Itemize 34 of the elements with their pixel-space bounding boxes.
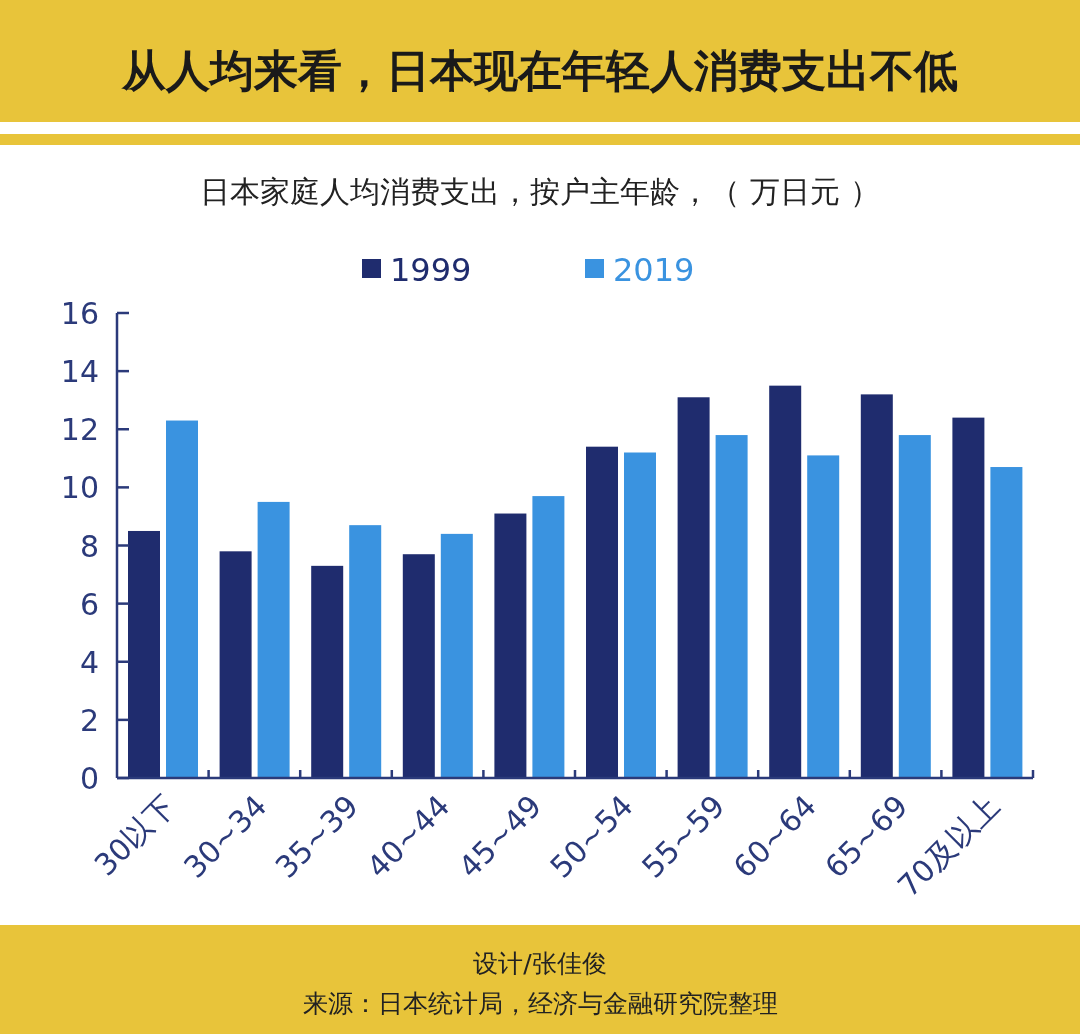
bar	[494, 513, 527, 778]
y-tick-label: 14	[60, 354, 99, 390]
y-tick-label: 10	[60, 470, 99, 506]
bar	[166, 420, 198, 778]
bar	[257, 501, 290, 778]
bar	[349, 525, 382, 778]
bar	[532, 496, 565, 778]
bar	[860, 394, 893, 778]
source-note: 来源：日本统计局，经济与金融研究院整理	[302, 989, 778, 1018]
bar	[952, 417, 985, 778]
bar	[128, 530, 160, 778]
bar	[586, 446, 618, 778]
legend-label: 1999	[390, 251, 472, 289]
chart-title: 从人均来看，日本现在年轻人消费支出不低	[121, 45, 958, 96]
bar	[311, 565, 344, 778]
text: 设计/张佳俊	[473, 949, 607, 978]
bar	[402, 554, 435, 778]
y-tick-label: 6	[79, 586, 99, 622]
bar	[807, 455, 840, 778]
y-tick-label: 12	[60, 412, 99, 448]
y-tick-label: 4	[79, 644, 99, 680]
bar	[677, 397, 710, 778]
bar	[219, 551, 252, 778]
legend-label: 2019	[613, 251, 695, 289]
y-tick-label: 8	[79, 528, 99, 564]
bar	[769, 385, 802, 778]
bar	[440, 533, 473, 778]
y-tick-label: 16	[60, 296, 99, 331]
bar	[715, 435, 748, 778]
chart-subtitle: 日本家庭人均消费支出，按户主年龄，（ 万日元 ）	[200, 174, 880, 209]
y-tick-label: 2	[79, 702, 99, 738]
bar	[990, 467, 1023, 778]
bar	[624, 452, 656, 778]
bar	[898, 435, 931, 778]
